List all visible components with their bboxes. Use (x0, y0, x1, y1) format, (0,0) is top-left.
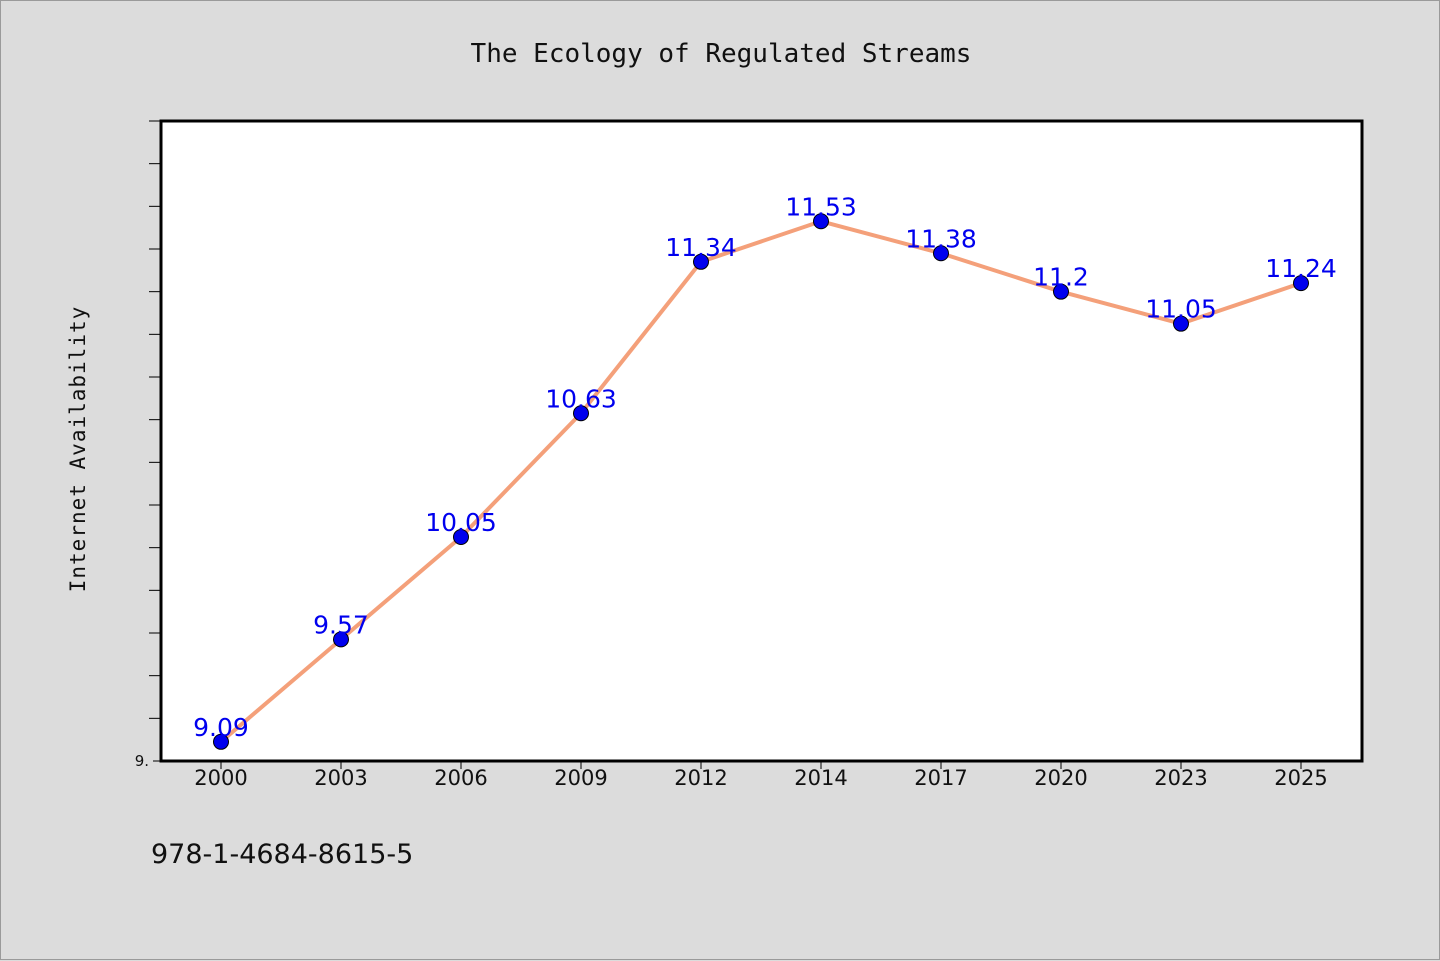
data-label: 10.63 (545, 384, 617, 413)
plot-frame (159, 119, 1364, 763)
data-point (813, 213, 829, 230)
data-point (213, 733, 229, 750)
x-tick-label: 2012 (674, 766, 727, 790)
series-layer (213, 213, 1309, 750)
data-point (333, 631, 349, 648)
data-point (1053, 283, 1069, 300)
x-tick-label: 2025 (1274, 766, 1327, 790)
x-tick-label: 2014 (794, 766, 847, 790)
data-point (573, 405, 589, 422)
x-tick-label: 2003 (314, 766, 367, 790)
x-tick-label: 2006 (434, 766, 487, 790)
data-label: 11.38 (905, 224, 977, 253)
x-tick-label: 2000 (194, 766, 247, 790)
isbn-footer: 978-1-4684-8615-5 (151, 839, 413, 870)
y-axis-label: Internet Availability (66, 306, 90, 593)
data-label-layer: 9.09 9.57 10.05 10.63 11.34 11.53 11.38 11.2 11.… (193, 192, 1337, 742)
chart-title: The Ecology of Regulated Streams (471, 39, 972, 69)
plot-area (161, 121, 1362, 761)
data-label: 10.05 (425, 508, 497, 537)
data-point (933, 245, 949, 262)
x-tick-label: 2009 (554, 766, 607, 790)
x-tick-label: 2020 (1034, 766, 1087, 790)
data-label: 9.57 (313, 610, 369, 639)
data-point (1293, 275, 1309, 292)
data-point (1173, 315, 1189, 332)
data-point (693, 253, 709, 270)
data-label: 11.05 (1145, 295, 1217, 324)
tick-layer: 9. 2000 2003 2006 2009 2012 2014 2017 2020 2023 20… (135, 120, 1328, 790)
series-line (219, 219, 1303, 744)
data-label: 11.24 (1265, 254, 1337, 283)
y-tick-label: 9. (135, 752, 149, 770)
data-label: 11.2 (1033, 263, 1089, 292)
x-tick-label: 2023 (1154, 766, 1207, 790)
data-label: 11.34 (665, 233, 737, 262)
data-label: 9.09 (193, 713, 249, 742)
data-label: 11.53 (785, 192, 857, 221)
data-point (453, 529, 469, 545)
x-tick-label: 2017 (914, 766, 967, 790)
